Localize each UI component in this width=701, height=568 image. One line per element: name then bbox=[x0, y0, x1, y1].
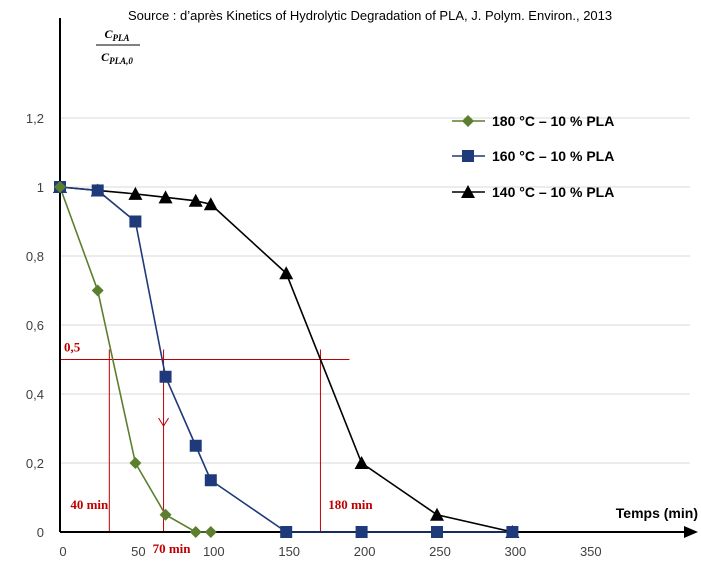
triangle-marker bbox=[279, 266, 294, 280]
half-level-label: 0,5 bbox=[64, 340, 81, 355]
triangle-marker bbox=[158, 190, 173, 204]
diamond-marker bbox=[462, 115, 474, 127]
legend-label: 140 °C – 10 % PLA bbox=[492, 184, 614, 200]
diamond-marker bbox=[204, 526, 217, 538]
square-marker bbox=[355, 526, 368, 538]
gridlines bbox=[60, 117, 690, 464]
legend-label: 160 °C – 10 % PLA bbox=[492, 148, 614, 164]
axes bbox=[59, 18, 698, 538]
square-marker bbox=[129, 215, 142, 228]
reading-annotations: 0,5 40 min 70 min 180 min bbox=[60, 340, 373, 556]
y-label-numerator-sub: PLA bbox=[113, 33, 130, 43]
x-tick-label: 300 bbox=[505, 544, 527, 559]
triangle-marker bbox=[203, 197, 218, 211]
reading-label: 40 min bbox=[70, 497, 109, 512]
y-axis-label: CPLA CPLA,0 bbox=[96, 27, 140, 66]
y-tick-label: 1 bbox=[37, 180, 44, 195]
x-tick-label: 50 bbox=[131, 544, 145, 559]
source-caption: Source : d’après Kinetics of Hydrolytic … bbox=[128, 8, 613, 23]
reading-label: 180 min bbox=[328, 497, 373, 512]
square-marker bbox=[280, 526, 293, 538]
tick-labels: 0 0,2 0,4 0,6 0,8 1 1,2 0 50 100 150 200 250 300 350 bbox=[26, 111, 602, 559]
triangle-marker bbox=[461, 185, 475, 198]
triangle-marker bbox=[430, 507, 444, 521]
y-tick-label: 0,2 bbox=[26, 456, 44, 471]
diamond-marker bbox=[129, 457, 142, 469]
y-tick-label: 0,4 bbox=[26, 387, 44, 402]
x-tick-label: 200 bbox=[354, 544, 376, 559]
series-line bbox=[59, 186, 513, 533]
diamond-marker bbox=[159, 508, 172, 521]
x-tick-label: 0 bbox=[59, 544, 66, 559]
square-marker bbox=[189, 439, 202, 452]
series-line bbox=[59, 186, 513, 533]
y-label-denominator-sub: PLA,0 bbox=[109, 56, 133, 66]
square-marker bbox=[204, 474, 217, 487]
y-label-denominator: CPLA,0 bbox=[101, 50, 133, 66]
x-tick-label: 100 bbox=[203, 544, 225, 559]
square-marker bbox=[91, 184, 104, 197]
triangle-marker bbox=[128, 186, 143, 200]
x-axis-arrow bbox=[684, 526, 698, 538]
y-tick-label: 1,2 bbox=[26, 111, 44, 126]
y-label-numerator: CPLA bbox=[104, 27, 129, 43]
triangle-marker bbox=[354, 456, 369, 469]
y-tick-label: 0,8 bbox=[26, 249, 44, 264]
y-tick-label: 0 bbox=[37, 525, 44, 540]
square-marker bbox=[159, 370, 172, 383]
diamond-marker bbox=[189, 526, 202, 538]
square-marker bbox=[462, 150, 474, 162]
square-marker bbox=[431, 526, 443, 538]
square-marker bbox=[506, 526, 519, 538]
reading-label: 70 min bbox=[153, 541, 192, 556]
x-tick-label: 150 bbox=[278, 544, 300, 559]
legend: 180 °C – 10 % PLA 160 °C – 10 % PLA 140 °C… bbox=[452, 113, 614, 200]
reading-arrow bbox=[158, 417, 169, 427]
series-lines bbox=[53, 180, 520, 538]
x-tick-label: 350 bbox=[580, 544, 602, 559]
x-tick-label: 250 bbox=[429, 544, 451, 559]
diamond-marker bbox=[91, 284, 104, 297]
y-tick-label: 0,6 bbox=[26, 318, 44, 333]
x-axis-label: Temps (min) bbox=[616, 505, 698, 521]
diamond-marker bbox=[54, 181, 66, 193]
triangle-marker bbox=[188, 193, 203, 207]
legend-label: 180 °C – 10 % PLA bbox=[492, 113, 614, 129]
